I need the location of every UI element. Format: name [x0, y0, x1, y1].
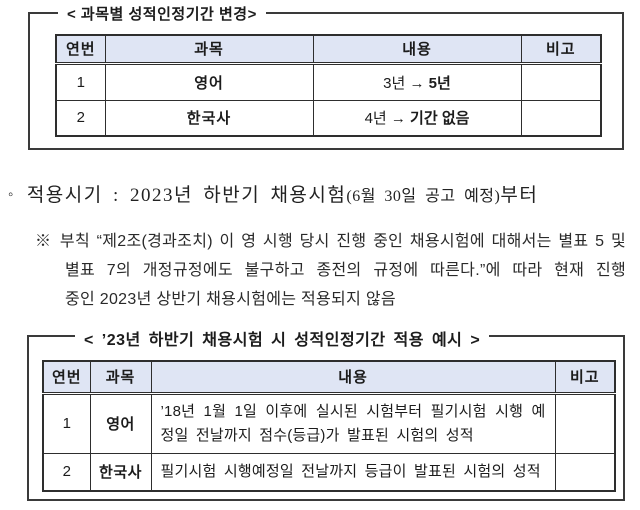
cell-note	[520, 62, 602, 101]
example-box: < ’23년 하반기 채용시험 시 성적인정기간 적용 예시 > 연번 과목 내…	[27, 326, 625, 501]
cell-subject: 한국사	[104, 99, 314, 137]
circle-bullet-icon: ◦	[8, 187, 15, 203]
header-note: 비고	[554, 360, 616, 395]
cell-content: 4년 → 기간 없음	[312, 99, 522, 137]
note-line-2: 별표 7의 개정규정에도 불구하고 종전의 규정에 따른다.”에 따라 현재 진…	[65, 262, 626, 279]
cell-no: 1	[42, 392, 91, 454]
table-header-row: 연번 과목 내용 비고	[55, 34, 602, 65]
table-row: 1 영어 ’18년 1월 1일 이후에 실시된 시험부터 필기시험 시행 예정일…	[42, 392, 616, 454]
table-row: 2 한국사 4년 → 기간 없음	[55, 99, 602, 137]
change-summary-box: < 과목별 성적인정기간 변경> 연번 과목 내용 비고 1 영어 3년 → 5…	[28, 3, 624, 150]
cell-no: 1	[55, 62, 106, 101]
header-no: 연번	[42, 360, 91, 395]
timing-paren: (6월 30일 공고 예정)	[346, 188, 501, 205]
cell-subject: 한국사	[89, 452, 152, 492]
note-line-3: 중인 2023년 상반기 채용시험에는 적용되지 않음	[65, 291, 396, 308]
content-bold: 기간 없음	[410, 110, 470, 128]
cell-note	[520, 99, 602, 137]
cell-subject: 영어	[89, 392, 152, 454]
header-note: 비고	[520, 34, 602, 65]
content-plain: 4년 →	[364, 110, 411, 128]
timing-text: 적용시기 : 2023년 하반기 채용시험	[26, 185, 347, 206]
timing-tail: 부터	[500, 185, 539, 206]
cell-no: 2	[42, 452, 91, 492]
change-summary-table: 연번 과목 내용 비고 1 영어 3년 → 5년 2 한국사 4년 → 기간 없…	[55, 34, 602, 137]
cell-content: ’18년 1월 1일 이후에 실시된 시험부터 필기시험 시행 예정일 전날까지…	[150, 392, 556, 454]
table-row: 2 한국사 필기시험 시행예정일 전날까지 등급이 발표된 시험의 성적	[42, 452, 616, 492]
content-bold: 5년	[428, 74, 451, 92]
application-timing-line: ◦ 적용시기 : 2023년 하반기 채용시험(6월 30일 공고 예정)부터	[8, 180, 628, 207]
header-subject: 과목	[104, 34, 314, 65]
table-header-row: 연번 과목 내용 비고	[42, 360, 616, 395]
header-content: 내용	[312, 34, 522, 65]
cell-content: 필기시험 시행예정일 전날까지 등급이 발표된 시험의 성적	[150, 452, 556, 492]
content-plain: 3년 →	[383, 74, 429, 92]
cell-subject: 영어	[104, 62, 314, 101]
header-content: 내용	[150, 360, 556, 395]
cell-content: 3년 → 5년	[312, 62, 522, 101]
header-subject: 과목	[89, 360, 152, 395]
cell-note	[554, 392, 616, 454]
note-line-1: ※ 부칙 “제2조(경과조치) 이 영 시행 당시 진행 중인 채용시험에 대해…	[35, 233, 626, 250]
header-no: 연번	[55, 34, 106, 65]
table-row: 1 영어 3년 → 5년	[55, 62, 602, 101]
supplementary-note: ※ 부칙 “제2조(경과조치) 이 영 시행 당시 진행 중인 채용시험에 대해…	[35, 227, 626, 314]
cell-no: 2	[55, 99, 106, 137]
change-summary-title: < 과목별 성적인정기간 변경>	[58, 3, 266, 24]
cell-note	[554, 452, 616, 492]
example-table: 연번 과목 내용 비고 1 영어 ’18년 1월 1일 이후에 실시된 시험부터…	[42, 360, 616, 492]
example-box-title: < ’23년 하반기 채용시험 시 성적인정기간 적용 예시 >	[75, 326, 490, 350]
